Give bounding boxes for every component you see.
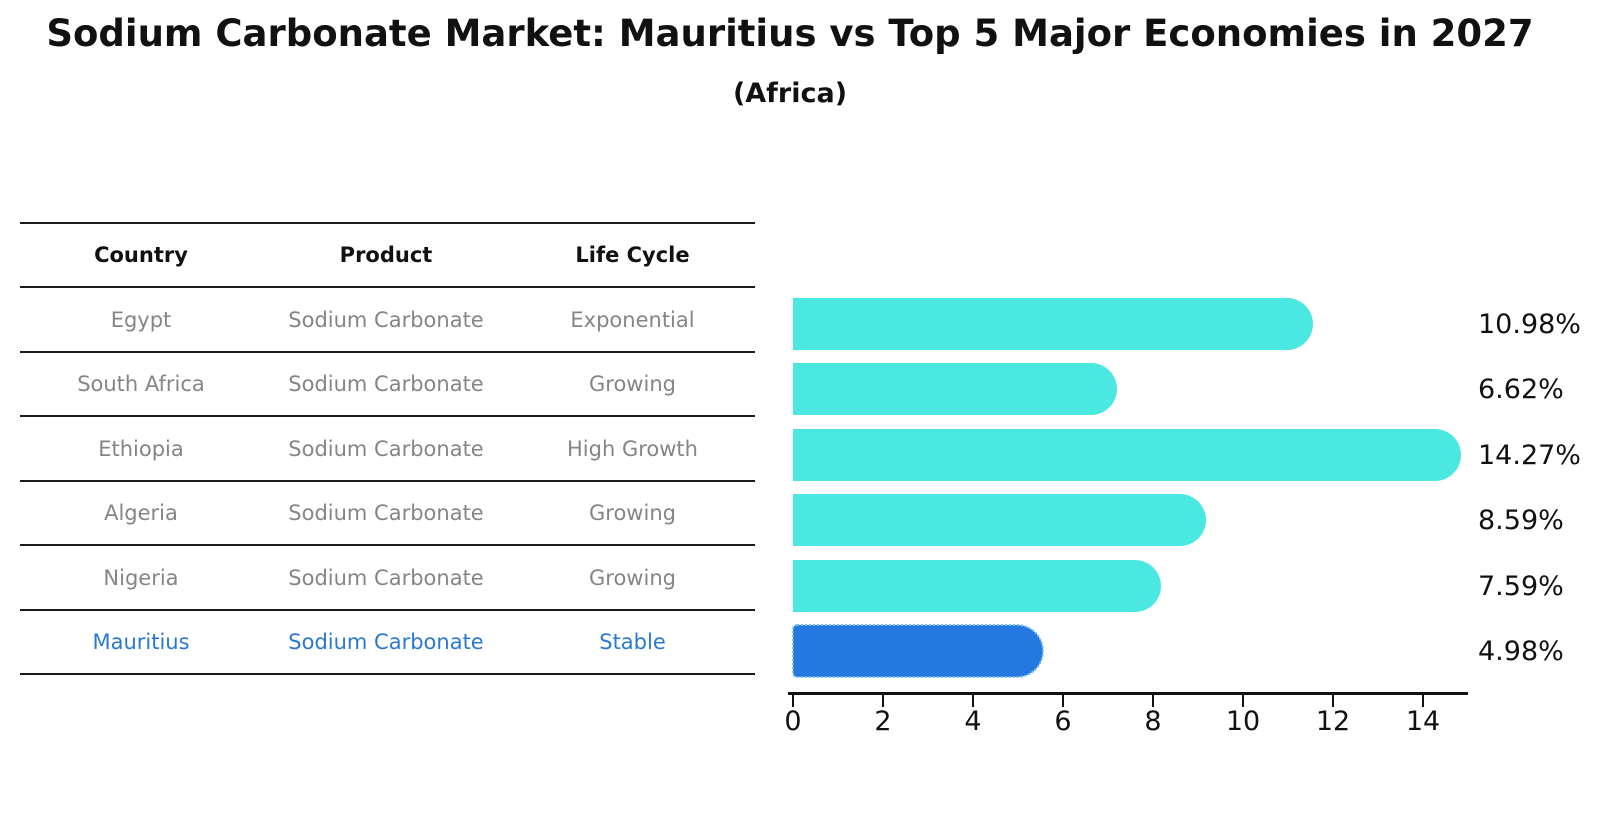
x-axis-tick-label: 10 xyxy=(1225,706,1261,737)
x-axis-tick xyxy=(1062,695,1064,707)
x-axis-tick-label: 0 xyxy=(784,706,802,737)
bar-algeria xyxy=(793,494,1206,546)
value-label: 6.62% xyxy=(1478,373,1564,405)
life-cycle-cell: Exponential xyxy=(570,307,695,332)
bar-ethiopia xyxy=(793,429,1461,481)
x-axis-tick-label: 14 xyxy=(1405,706,1441,737)
product-cell: Sodium Carbonate xyxy=(288,565,484,590)
value-label: 10.98% xyxy=(1478,308,1581,340)
chart-subtitle: (Africa) xyxy=(732,78,848,109)
bar-south-africa xyxy=(793,363,1117,415)
table-row: Algeria Sodium Carbonate Growing xyxy=(20,482,755,544)
country-cell: Mauritius xyxy=(92,630,190,654)
column-header-product: Product xyxy=(339,243,433,267)
country-cell: Egypt xyxy=(110,307,172,332)
product-cell: Sodium Carbonate xyxy=(288,307,484,332)
value-label: 8.59% xyxy=(1478,504,1564,536)
table-rule xyxy=(20,609,755,611)
country-cell: Nigeria xyxy=(103,565,179,590)
table-row-mauritius: Mauritius Sodium Carbonate Stable xyxy=(20,611,755,673)
x-axis-line xyxy=(788,692,1468,695)
product-cell: Sodium Carbonate xyxy=(288,501,484,525)
x-axis-tick-label: 6 xyxy=(1054,706,1072,737)
x-axis-tick xyxy=(792,695,794,707)
table-header-row: Country Product Life Cycle xyxy=(20,224,755,286)
country-cell: Algeria xyxy=(104,501,178,525)
x-axis-tick-label: 2 xyxy=(874,706,892,737)
bar-nigeria xyxy=(793,560,1161,612)
table-rule xyxy=(20,222,755,224)
x-axis-tick xyxy=(1152,695,1154,707)
table-rule xyxy=(20,480,755,482)
country-cell: Ethiopia xyxy=(98,436,184,461)
product-cell: Sodium Carbonate xyxy=(288,436,484,461)
country-cell: South Africa xyxy=(77,372,205,396)
product-cell: Sodium Carbonate xyxy=(288,372,484,396)
table-rule xyxy=(20,351,755,353)
life-cycle-cell: Growing xyxy=(589,565,676,590)
life-cycle-cell: Growing xyxy=(589,501,676,525)
value-label: 4.98% xyxy=(1478,635,1564,667)
bar-egypt xyxy=(793,298,1313,350)
x-axis-tick xyxy=(1332,695,1334,707)
product-cell: Sodium Carbonate xyxy=(288,630,484,654)
chart-title: Sodium Carbonate Market: Mauritius vs To… xyxy=(46,12,1534,55)
column-header-life-cycle: Life Cycle xyxy=(575,243,690,267)
table-rule xyxy=(20,415,755,417)
x-axis-tick-label: 12 xyxy=(1315,706,1351,737)
x-axis-tick xyxy=(1422,695,1424,707)
life-cycle-cell: High Growth xyxy=(567,436,698,461)
column-header-country: Country xyxy=(94,243,188,267)
x-axis-tick xyxy=(972,695,974,707)
table-rule xyxy=(20,673,755,675)
life-cycle-cell: Stable xyxy=(599,630,666,654)
table-rule xyxy=(20,544,755,546)
life-cycle-cell: Growing xyxy=(589,372,676,396)
bar-mauritius xyxy=(792,624,1044,678)
x-axis-tick-label: 8 xyxy=(1144,706,1162,737)
table-rule xyxy=(20,286,755,288)
value-label: 14.27% xyxy=(1478,439,1581,471)
table-row: South Africa Sodium Carbonate Growing xyxy=(20,353,755,415)
x-axis-tick xyxy=(1242,695,1244,707)
table-row: Egypt Sodium Carbonate Exponential xyxy=(20,288,755,351)
table-row: Nigeria Sodium Carbonate Growing xyxy=(20,546,755,609)
value-label: 7.59% xyxy=(1478,570,1564,602)
table-row: Ethiopia Sodium Carbonate High Growth xyxy=(20,417,755,480)
x-axis-tick xyxy=(882,695,884,707)
x-axis-tick-label: 4 xyxy=(964,706,982,737)
